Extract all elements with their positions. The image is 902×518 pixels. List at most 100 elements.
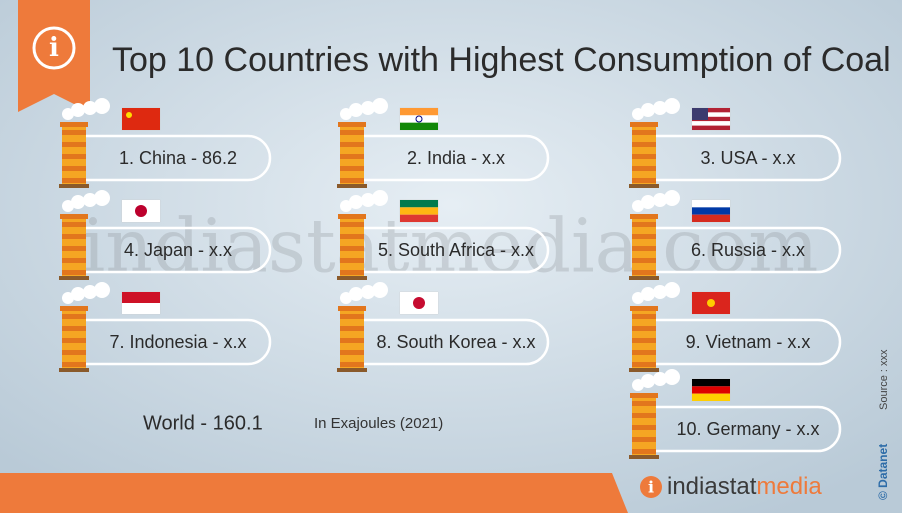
- flag-wheel: [415, 115, 423, 123]
- smoke: [62, 292, 74, 304]
- item: 4. Japan - x.x: [59, 190, 272, 280]
- item-label: 6. Russia - x.x: [691, 240, 805, 260]
- chimney-stripe: [632, 258, 656, 263]
- chimney-stripe: [62, 326, 86, 331]
- flag-stripe: [692, 108, 730, 113]
- item-pill: [72, 134, 272, 182]
- chimney-base: [337, 276, 367, 280]
- chimney-stripe: [340, 178, 364, 183]
- chimney-stripe: [340, 222, 364, 227]
- smoke: [632, 200, 644, 212]
- chimney-stripe: [632, 449, 656, 454]
- chimney-stripe: [62, 234, 86, 239]
- flag-stripe: [400, 200, 438, 208]
- flag-stripe: [400, 214, 438, 222]
- chimney-stripe: [62, 222, 86, 227]
- flag-stripe: [400, 108, 438, 116]
- chimney-stripe: [340, 338, 364, 343]
- item-pill: [642, 226, 842, 274]
- chimney-stripe: [62, 166, 86, 171]
- smoke: [664, 190, 680, 206]
- flag-disc: [413, 297, 425, 309]
- smoke: [653, 101, 667, 115]
- chimney-stripe: [62, 142, 86, 147]
- item-label: 10. Germany - x.x: [676, 419, 819, 439]
- smoke: [653, 285, 667, 299]
- logo: indiastatmedia: [667, 473, 822, 500]
- chimney-top: [338, 122, 366, 127]
- item: 10. Germany - x.x: [629, 369, 842, 459]
- chimney-stripe: [632, 142, 656, 147]
- item: 6. Russia - x.x: [629, 190, 842, 280]
- chimney-stripe: [632, 362, 656, 367]
- credit: © Datanet: [876, 444, 890, 500]
- smoke: [361, 285, 375, 299]
- items: 1. China - 86.2 2. India - x.x 3. USA - x.…: [59, 98, 842, 459]
- footer-band: [0, 473, 628, 513]
- flag-star: [126, 112, 132, 118]
- item-pill: [350, 134, 550, 182]
- smoke: [632, 292, 644, 304]
- flag-stripe: [692, 200, 730, 208]
- chimney-base: [629, 368, 659, 372]
- world-total: World - 160.1: [143, 412, 263, 434]
- chimney-base: [337, 184, 367, 188]
- smoke: [83, 193, 97, 207]
- info-letter: i: [49, 33, 59, 63]
- smoke: [62, 108, 74, 120]
- smoke: [83, 101, 97, 115]
- item-pill: [72, 226, 272, 274]
- item-pill: [642, 318, 842, 366]
- flag-stripe: [692, 379, 730, 387]
- item-pill: [642, 405, 842, 453]
- chimney-base: [629, 455, 659, 459]
- item-pill: [350, 226, 550, 274]
- item: 8. South Korea - x.x: [337, 282, 550, 372]
- smoke: [641, 103, 655, 117]
- smoke: [71, 287, 85, 301]
- smoke: [83, 285, 97, 299]
- item: 1. China - 86.2: [59, 98, 272, 188]
- chimney-stripe: [632, 413, 656, 418]
- flag-stripe: [692, 116, 730, 122]
- chimney-stripe: [62, 178, 86, 183]
- chimney-stripe: [340, 234, 364, 239]
- flag-stripe: [122, 303, 160, 314]
- item-label: 5. South Africa - x.x: [378, 240, 534, 260]
- smoke: [349, 195, 363, 209]
- flag-stripe: [692, 121, 730, 126]
- chimney-stripe: [632, 338, 656, 343]
- logo-part1: indiastat: [667, 473, 757, 500]
- smoke: [62, 200, 74, 212]
- chimney-stripe: [632, 425, 656, 430]
- item-label: 7. Indonesia - x.x: [109, 332, 246, 352]
- bookmark: [18, 0, 90, 112]
- chimney-stripe: [632, 178, 656, 183]
- chimney-stripe: [62, 350, 86, 355]
- smoke: [664, 98, 680, 114]
- chimney-base: [59, 368, 89, 372]
- chimney-stripe: [62, 362, 86, 367]
- chimney-stripe: [62, 270, 86, 275]
- chimney-stripe: [632, 222, 656, 227]
- smoke: [632, 379, 644, 391]
- smoke: [340, 292, 352, 304]
- smoke: [94, 190, 110, 206]
- chimney-base: [629, 184, 659, 188]
- chimney-top: [60, 122, 88, 127]
- chimney-base: [337, 368, 367, 372]
- chimney-top: [338, 214, 366, 219]
- chimney-stripe: [340, 350, 364, 355]
- smoke: [641, 374, 655, 388]
- chimney-stripe: [632, 437, 656, 442]
- chimney-stripe: [340, 142, 364, 147]
- chimney-stripe: [632, 314, 656, 319]
- smoke: [71, 103, 85, 117]
- logo-icon: [640, 476, 662, 498]
- item-pill: [350, 318, 550, 366]
- flag-stripe: [122, 108, 160, 130]
- chimney-stripe: [340, 130, 364, 135]
- source: Source : xxx: [878, 349, 890, 410]
- flag-stripe: [692, 112, 730, 117]
- smoke: [361, 193, 375, 207]
